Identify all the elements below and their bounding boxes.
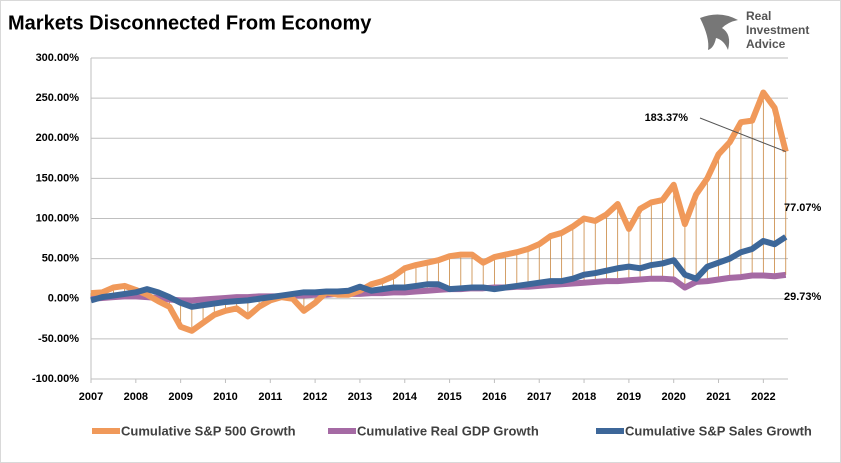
brand-text: Real <box>746 9 771 23</box>
brand-text: Advice <box>746 37 786 51</box>
y-tick-label: 50.00% <box>42 253 80 265</box>
data-label: 77.07% <box>784 202 822 214</box>
data-label: 29.73% <box>784 291 822 303</box>
y-tick-label: 200.00% <box>36 132 80 144</box>
x-tick-label: 2008 <box>124 391 148 403</box>
x-tick-label: 2015 <box>437 391 461 403</box>
x-tick-label: 2009 <box>168 391 192 403</box>
x-tick-label: 2018 <box>572 391 596 403</box>
legend-label: Cumulative Real GDP Growth <box>357 423 539 438</box>
x-tick-label: 2014 <box>393 391 418 403</box>
y-tick-label: 300.00% <box>36 52 80 64</box>
series-line <box>90 234 788 310</box>
x-tick-label: 2021 <box>706 391 730 403</box>
brand-text: Investment <box>746 23 809 37</box>
x-tick-label: 2007 <box>79 391 103 403</box>
y-tick-label: 250.00% <box>36 92 80 104</box>
series-line <box>90 271 787 304</box>
logo-icon <box>700 14 738 51</box>
leader-line <box>699 117 786 153</box>
y-tick-label: -100.00% <box>32 373 79 385</box>
y-tick-label: 150.00% <box>36 172 80 184</box>
x-tick-label: 2017 <box>527 391 551 403</box>
series-line <box>90 89 789 334</box>
x-tick-label: 2010 <box>213 391 237 403</box>
data-label: 183.37% <box>645 112 689 124</box>
legend-label: Cumulative S&P Sales Growth <box>625 423 812 438</box>
y-tick-label: 100.00% <box>36 212 80 224</box>
y-tick-label: 0.00% <box>48 293 79 305</box>
chart-title: Markets Disconnected From Economy <box>8 12 372 34</box>
legend-label: Cumulative S&P 500 Growth <box>121 423 296 438</box>
logo: Real Investment Advice <box>700 9 809 51</box>
x-tick-label: 2022 <box>751 391 775 403</box>
y-tick-label: -50.00% <box>38 333 79 345</box>
x-tick-label: 2019 <box>617 391 641 403</box>
x-tick-label: 2016 <box>482 391 506 403</box>
x-tick-label: 2013 <box>348 391 372 403</box>
x-tick-label: 2012 <box>303 391 327 403</box>
x-tick-label: 2011 <box>258 391 282 403</box>
x-tick-label: 2020 <box>661 391 685 403</box>
